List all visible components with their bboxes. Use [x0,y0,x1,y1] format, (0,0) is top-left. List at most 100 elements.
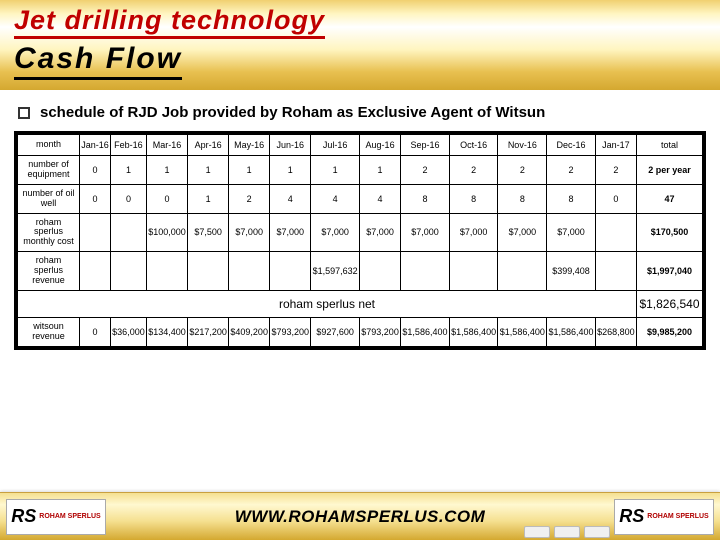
table-cell: 8 [449,184,498,213]
table-cell [360,252,401,291]
net-row-label: roham sperlus net [18,290,637,317]
logo-right: RS ROHAM SPERLUS [614,499,714,535]
table-cell: 2 [498,156,547,185]
col-header: Jan-16 [80,135,111,156]
pager-dot [554,526,580,538]
table-cell: $268,800 [595,317,636,346]
table-cell: 1 [188,184,229,213]
table-cell: 1 [110,156,146,185]
row-label: number of equipment [18,156,80,185]
col-header: Jun-16 [270,135,311,156]
table-cell: $7,000 [311,213,360,252]
table-cell [498,252,547,291]
table-cell: $793,200 [360,317,401,346]
row-label: roham sperlus monthly cost [18,213,80,252]
pager-dot [524,526,550,538]
table-cell [110,213,146,252]
title-line-2: Cash Flow [14,41,182,80]
table-cell: $1,586,400 [449,317,498,346]
logo-mark: RS [11,507,36,527]
table-cell: $1,586,400 [547,317,596,346]
col-header: Mar-16 [146,135,187,156]
schedule-table: monthJan-16Feb-16Mar-16Apr-16May-16Jun-1… [14,131,706,350]
table-cell [188,252,229,291]
row-label: number of oil well [18,184,80,213]
table-cell [110,252,146,291]
table-cell: 1 [229,156,270,185]
title-line-1: Jet drilling technology [14,6,325,39]
col-header-total: total [636,135,702,156]
pager-dots [524,526,610,538]
table-cell: $7,000 [401,213,450,252]
table-cell: $134,400 [146,317,187,346]
row-label: witsoun revenue [18,317,80,346]
col-header: Oct-16 [449,135,498,156]
table-cell: 8 [401,184,450,213]
table-cell: $36,000 [110,317,146,346]
table-cell [449,252,498,291]
col-header: Sep-16 [401,135,450,156]
table-cell: $1,586,400 [401,317,450,346]
table-cell: 4 [360,184,401,213]
table-cell: 1 [311,156,360,185]
table-cell: $7,500 [188,213,229,252]
col-header: Apr-16 [188,135,229,156]
table-cell: 0 [595,184,636,213]
table-cell [595,252,636,291]
header-banner: Jet drilling technology Cash Flow [0,0,720,90]
table-cell: 1 [270,156,311,185]
logo-mark: RS [619,507,644,527]
footer-bar: RS ROHAM SPERLUS WWW.ROHAMSPERLUS.COM RS… [0,492,720,540]
logo-left: RS ROHAM SPERLUS [6,499,106,535]
table-cell: 2 [229,184,270,213]
table-cell: 2 [401,156,450,185]
row-total: $9,985,200 [636,317,702,346]
table-cell: 0 [80,156,111,185]
table-cell: 8 [498,184,547,213]
table-cell: 2 [449,156,498,185]
table-cell: $7,000 [547,213,596,252]
table-cell [146,252,187,291]
table-cell: $793,200 [270,317,311,346]
table-cell [80,252,111,291]
table-cell: 4 [311,184,360,213]
col-header: Aug-16 [360,135,401,156]
net-row-total: $1,826,540 [636,290,702,317]
table-cell: 2 [595,156,636,185]
table-cell [270,252,311,291]
table-cell: $409,200 [229,317,270,346]
row-total: $1,997,040 [636,252,702,291]
table-cell: 2 [547,156,596,185]
row-total: $170,500 [636,213,702,252]
table-cell: 0 [110,184,146,213]
col-header: Dec-16 [547,135,596,156]
table-cell [229,252,270,291]
table-cell [595,213,636,252]
table-cell: $1,586,400 [498,317,547,346]
table-cell: 1 [360,156,401,185]
bullet-item: schedule of RJD Job provided by Roham as… [18,104,702,121]
col-header: Feb-16 [110,135,146,156]
bullet-text: schedule of RJD Job provided by Roham as… [40,104,545,121]
footer-url: WWW.ROHAMSPERLUS.COM [112,507,608,527]
table-cell: $100,000 [146,213,187,252]
col-header: Jul-16 [311,135,360,156]
logo-text: ROHAM SPERLUS [39,513,100,521]
pager-dot [584,526,610,538]
row-label: roham sperlus revenue [18,252,80,291]
logo-text: ROHAM SPERLUS [647,513,708,521]
table-cell: $1,597,632 [311,252,360,291]
table-cell: $927,600 [311,317,360,346]
table-cell: $7,000 [449,213,498,252]
table-cell: 0 [80,317,111,346]
table-cell: 0 [146,184,187,213]
col-header: May-16 [229,135,270,156]
col-header: Nov-16 [498,135,547,156]
table-cell: $7,000 [229,213,270,252]
table-cell: $399,408 [547,252,596,291]
row-total: 2 per year [636,156,702,185]
table-cell: $7,000 [360,213,401,252]
table-cell: $7,000 [498,213,547,252]
row-total: 47 [636,184,702,213]
table-cell: 8 [547,184,596,213]
